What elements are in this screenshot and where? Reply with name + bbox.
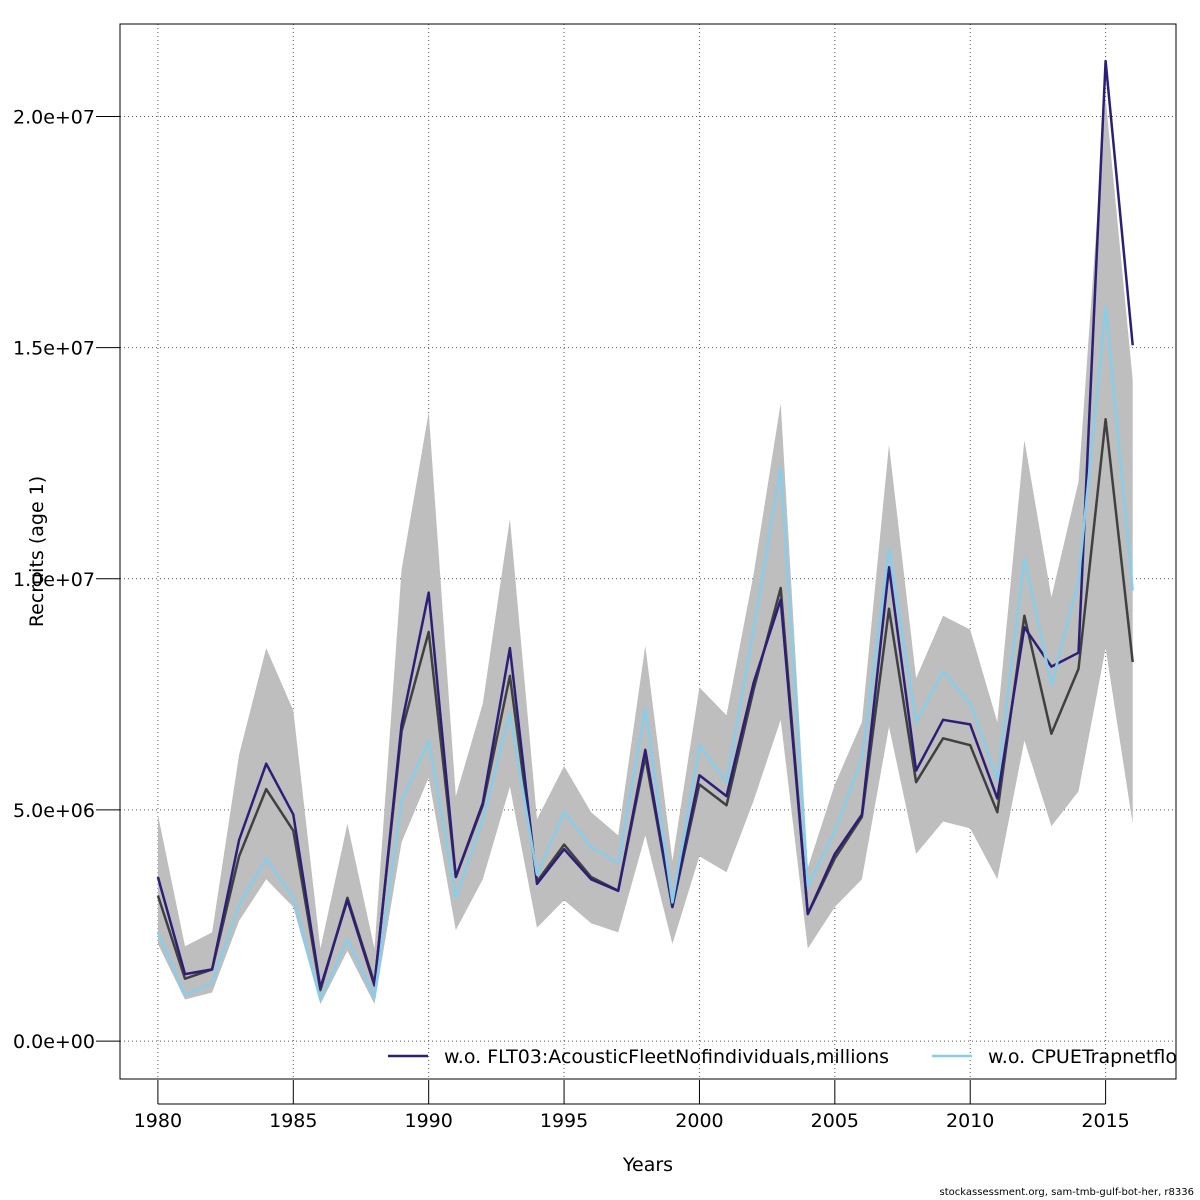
x-tick-label: 2005 <box>811 1110 859 1132</box>
footer-credit: stockassessment.org, sam-tmb-gulf-bot-he… <box>939 1187 1194 1198</box>
x-tick-label: 1980 <box>134 1110 182 1132</box>
x-tick-label: 2015 <box>1081 1110 1129 1132</box>
y-tick-label: 1.0e+07 <box>13 569 95 591</box>
legend: w.o. FLT03:AcousticFleetNofindividuals,m… <box>388 1046 1177 1068</box>
y-axis-title: Recruits (age 1) <box>26 476 48 627</box>
y-axis: 0.0e+00 5.0e+06 1.0e+07 1.5e+07 2.0e+07 <box>13 106 120 1053</box>
series-line-3 <box>156 304 1134 1001</box>
y-tick-label: 1.5e+07 <box>13 338 95 360</box>
x-tick-label: 1985 <box>269 1110 317 1132</box>
confidence-band <box>157 98 1133 1005</box>
x-tick-label: 2010 <box>946 1110 994 1132</box>
x-tick-label: 2000 <box>675 1110 723 1132</box>
series-lines <box>156 59 1134 1001</box>
x-tick-label: 1990 <box>404 1110 452 1132</box>
legend-entries: w.o. FLT03:AcousticFleetNofindividuals,m… <box>388 1046 1177 1068</box>
plot-frame <box>119 23 1177 1080</box>
y-tick-label: 5.0e+06 <box>13 800 95 822</box>
y-tick-label: 0.0e+00 <box>13 1031 95 1053</box>
x-axis-title: Years <box>622 1154 673 1176</box>
series-line-2 <box>156 59 1134 990</box>
legend-label-2: w.o. CPUETrapnetflo <box>988 1046 1177 1068</box>
x-axis: 1980 1985 1990 1995 2000 2005 2010 2015 <box>134 1080 1130 1132</box>
legend-label-1: w.o. FLT03:AcousticFleetNofindividuals,m… <box>444 1046 889 1068</box>
confidence-band-area <box>157 98 1133 1005</box>
y-tick-label: 2.0e+07 <box>13 106 95 128</box>
x-tick-label: 1995 <box>540 1110 588 1132</box>
